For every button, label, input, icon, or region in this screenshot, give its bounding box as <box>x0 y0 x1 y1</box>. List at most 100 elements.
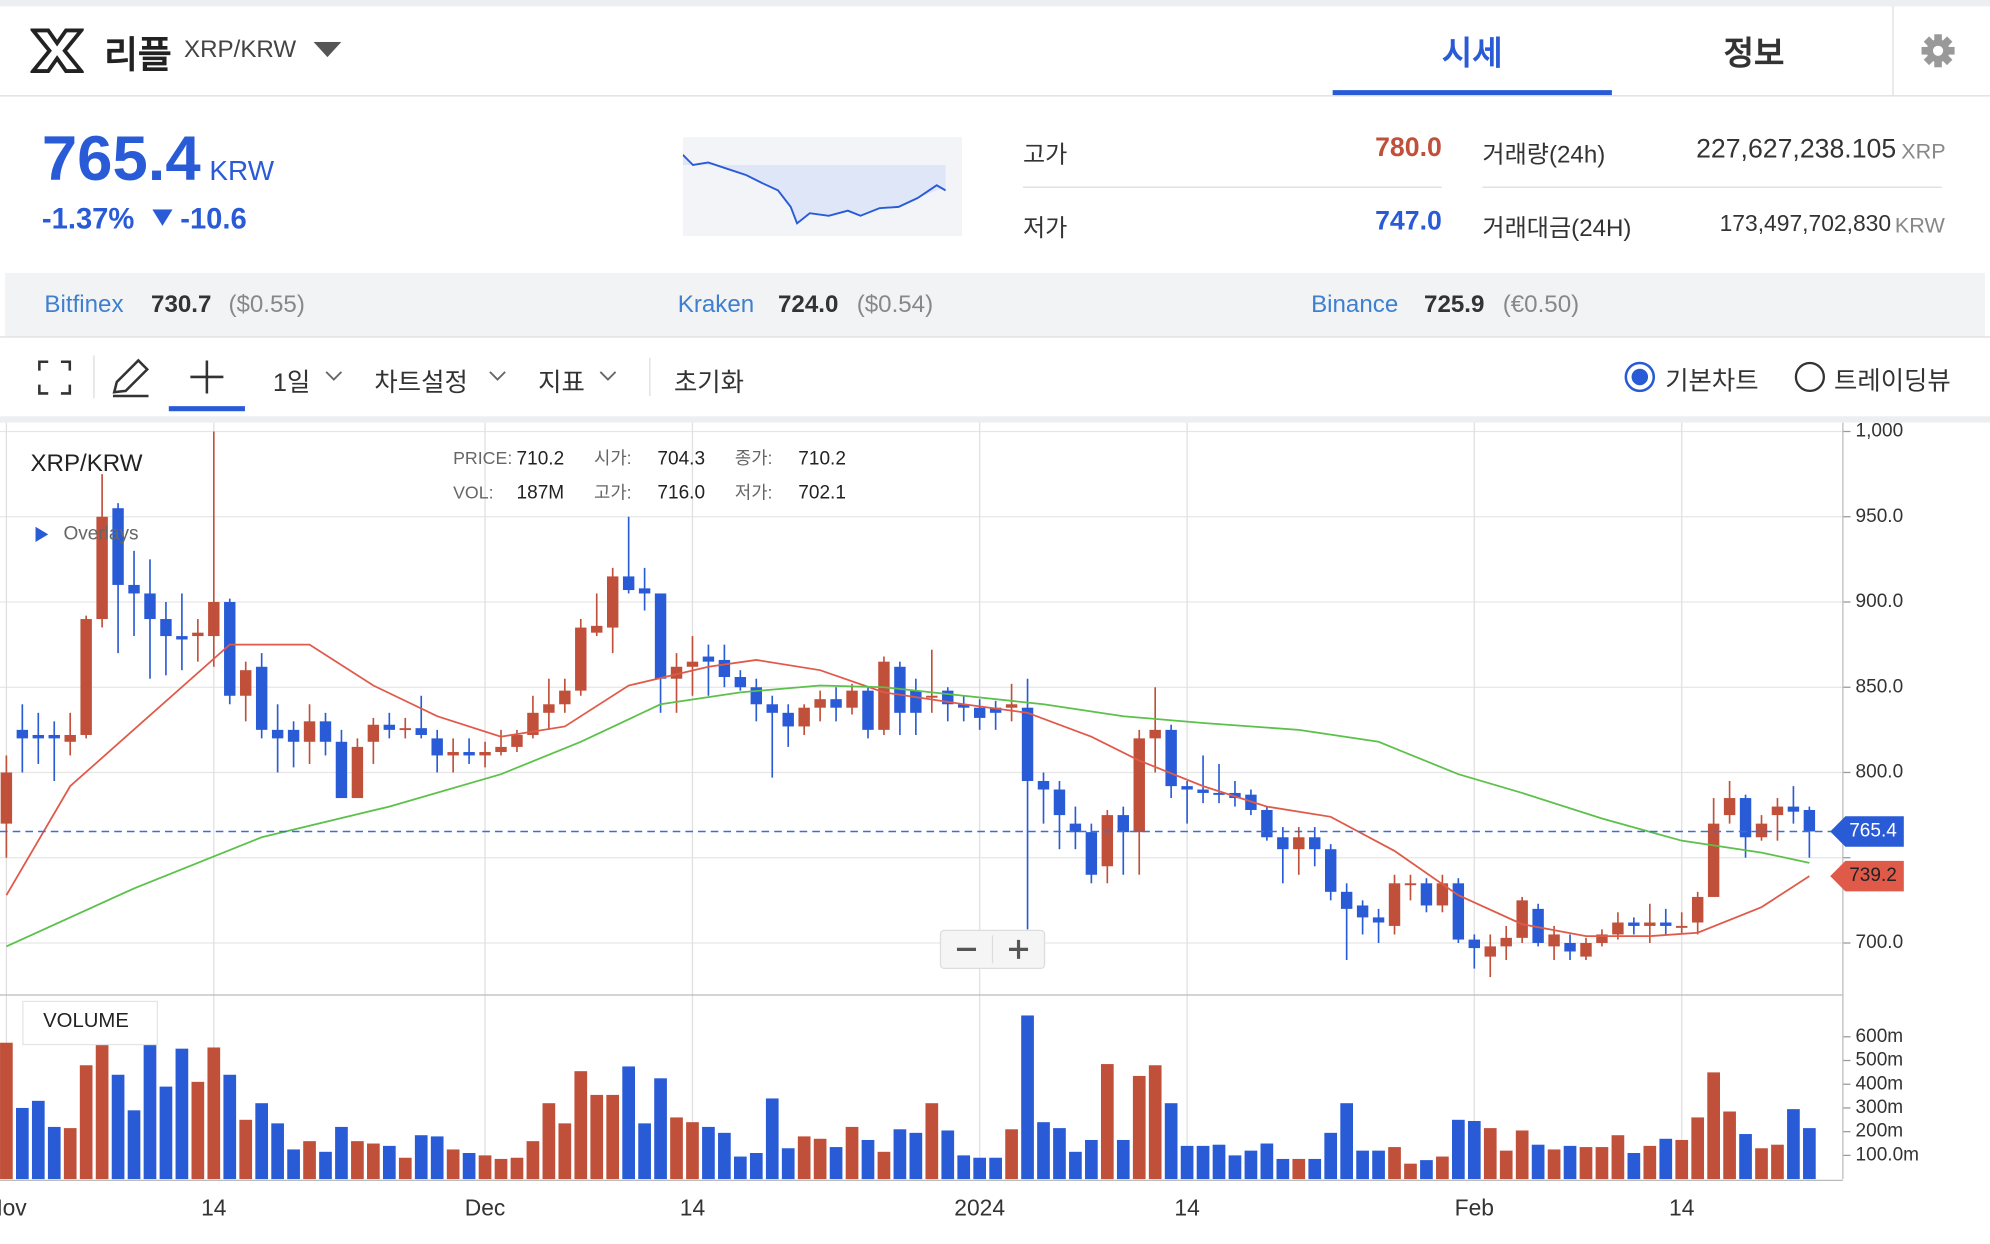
candle-body <box>144 593 156 620</box>
candle-body <box>1293 837 1305 850</box>
radio[interactable] <box>1794 361 1825 393</box>
pen-icon[interactable] <box>112 358 150 398</box>
mode[interactable]: 트레이딩뷰 <box>1833 368 1951 396</box>
candle-body <box>1755 823 1768 838</box>
moving-average <box>6 684 1810 948</box>
zoom-in[interactable] <box>1009 939 1029 959</box>
candle-body <box>495 746 507 753</box>
volume-bar <box>1739 1134 1752 1180</box>
volume-bar <box>1579 1147 1593 1180</box>
candle-body <box>1388 883 1401 926</box>
volume-bar <box>1324 1132 1338 1180</box>
volume-bar <box>1100 1064 1114 1180</box>
candle-body <box>1771 806 1784 816</box>
chart-settings[interactable]: 차트설정 <box>374 369 468 398</box>
candle-body <box>638 588 651 594</box>
candle-body <box>1787 806 1800 812</box>
volume-bar <box>877 1151 891 1180</box>
exchange-name[interactable]: Bitfinex <box>44 291 124 319</box>
candle-body <box>335 741 348 799</box>
exchange-name[interactable]: Binance <box>1311 291 1399 319</box>
candle-body <box>399 728 411 731</box>
candle-body <box>112 508 124 585</box>
candle-body <box>1309 837 1321 850</box>
candle-body <box>1628 922 1640 926</box>
candle-body <box>1181 786 1193 790</box>
candle-body <box>1149 729 1161 739</box>
candle-body <box>1532 908 1544 943</box>
volume-tick-label: 200m <box>1856 1121 1904 1142</box>
candle-body <box>1069 823 1082 833</box>
candle-body <box>1165 729 1177 787</box>
volume-bar <box>670 1117 683 1180</box>
dropdown[interactable] <box>313 41 342 60</box>
candle-body <box>1660 922 1672 926</box>
volume-bar <box>239 1119 253 1180</box>
fullscreen-icon[interactable] <box>38 360 72 395</box>
candle-body <box>718 659 731 678</box>
info-label: 고가: <box>594 482 632 502</box>
tab-active[interactable]: 시세 <box>1441 34 1503 73</box>
candle-body <box>176 636 188 640</box>
volume-bar <box>1675 1139 1689 1180</box>
candle-body <box>1516 900 1528 938</box>
candle-body <box>271 729 284 739</box>
crosshair-icon[interactable] <box>190 360 224 394</box>
indicators[interactable]: 지표 <box>538 369 585 398</box>
volume-bar <box>271 1123 284 1180</box>
volume-bar <box>95 1015 109 1180</box>
volume-bar <box>1085 1139 1098 1180</box>
candle-body <box>1085 832 1098 875</box>
volume-bar <box>797 1136 811 1180</box>
period[interactable]: 1일 <box>272 369 311 398</box>
price-unit: KRW <box>209 154 275 187</box>
candle-body <box>622 576 635 591</box>
volume-bar <box>749 1153 763 1180</box>
volume-bar <box>1659 1138 1673 1180</box>
volume-tick-label: 600m <box>1856 1026 1904 1047</box>
plot-bg <box>0 422 1990 1244</box>
candle-body <box>926 695 938 698</box>
volume-bar <box>941 1130 955 1180</box>
volume-bar <box>159 1086 173 1180</box>
divider <box>1482 186 1942 188</box>
mode[interactable]: 기본차트 <box>1665 368 1759 396</box>
candle-body <box>1548 934 1560 947</box>
stat-label: 고가 <box>1022 142 1068 169</box>
candle-body <box>351 746 364 799</box>
volume-bar <box>1787 1109 1800 1180</box>
candle-body <box>878 661 890 730</box>
candle-body <box>1117 815 1129 833</box>
tab[interactable]: 정보 <box>1723 34 1785 73</box>
volume-bar <box>446 1149 460 1180</box>
stat-value: 780.0 <box>1375 133 1442 163</box>
x-tick-label: 2024 <box>954 1195 1005 1221</box>
sparkline <box>682 137 963 237</box>
candle-body <box>654 593 667 679</box>
volume-bar <box>127 1110 141 1180</box>
candle-body <box>0 772 13 824</box>
candle-body <box>319 721 332 742</box>
candle-body <box>208 601 220 637</box>
volume-bar <box>1595 1147 1609 1180</box>
volume-bar <box>351 1141 364 1180</box>
settings[interactable] <box>1920 33 1956 69</box>
volume-bar <box>1196 1145 1210 1180</box>
chevrons <box>325 371 617 381</box>
volume-bar <box>1356 1150 1369 1180</box>
candle-body <box>1484 946 1496 957</box>
volume-bar <box>654 1078 667 1180</box>
candle-body <box>830 699 842 708</box>
coin-name: 리플 <box>104 35 172 77</box>
exchange-name[interactable]: Kraken <box>677 291 755 319</box>
volume-bar <box>1228 1155 1242 1180</box>
volume-bar <box>1132 1075 1146 1180</box>
volume-bar <box>1116 1139 1130 1180</box>
radio-selected[interactable] <box>1624 361 1656 393</box>
candle-body <box>240 670 252 696</box>
reset[interactable]: 초기화 <box>673 369 745 398</box>
price: 765.4 <box>41 123 201 195</box>
candle-body <box>606 576 619 628</box>
volume-bar <box>191 1081 205 1180</box>
